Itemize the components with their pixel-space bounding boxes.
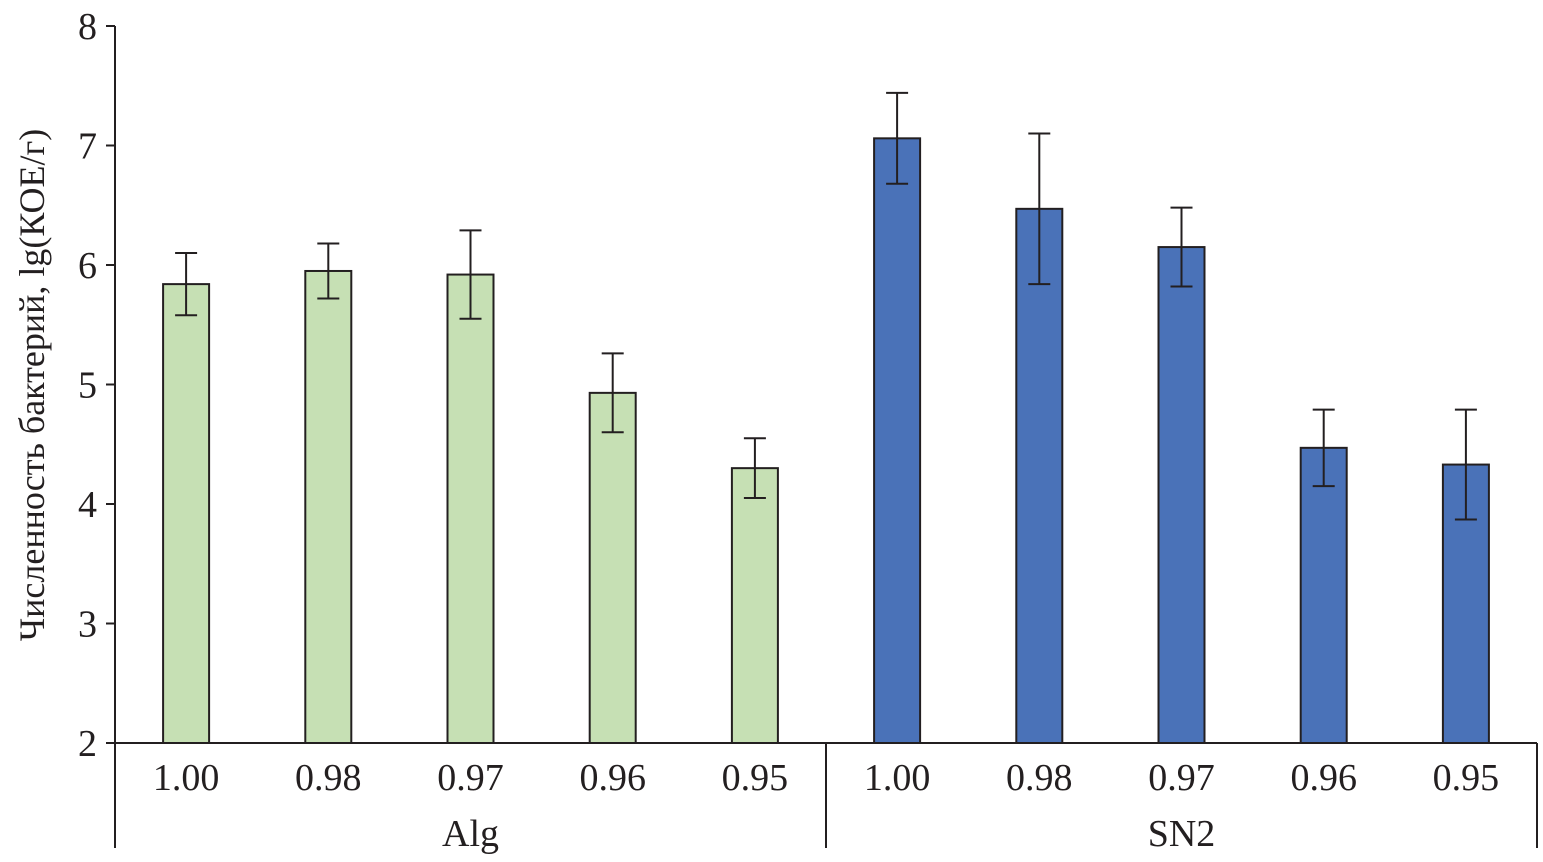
y-tick-label: 2 <box>78 723 97 765</box>
group-label-sn2: SN2 <box>1148 813 1216 855</box>
y-tick-label: 4 <box>78 484 97 526</box>
bar-sn2-1 <box>1015 207 1064 744</box>
y-tick-label: 8 <box>78 6 97 48</box>
x-tick-label: 1.00 <box>864 757 931 799</box>
x-axis: 1.00 0.98 0.97 0.96 0.95 Alg 1.00 0.98 0.97 0.96 0… <box>114 742 1538 855</box>
group-label-alg: Alg <box>442 813 499 855</box>
y-tick-label: 5 <box>78 365 97 407</box>
bar-alg-2 <box>446 273 495 744</box>
bar-sn2-0 <box>873 137 922 744</box>
bar-alg-0 <box>162 283 211 744</box>
y-axis: 2 3 4 5 6 7 8 <box>78 6 116 765</box>
y-axis-title: Численность бактерий, lg(КОЕ/г) <box>12 129 52 642</box>
x-tick-label: 0.96 <box>579 757 646 799</box>
y-tick-label: 6 <box>78 245 97 287</box>
bars <box>162 91 1490 744</box>
x-tick-label: 0.95 <box>722 757 789 799</box>
x-tick-label: 0.95 <box>1433 757 1500 799</box>
x-tick-label: 0.97 <box>1148 757 1215 799</box>
x-tick-label: 0.97 <box>437 757 504 799</box>
x-tick-label: 1.00 <box>153 757 220 799</box>
bar-sn2-3 <box>1299 446 1348 744</box>
y-tick-label: 7 <box>78 126 97 168</box>
x-tick-label: 0.98 <box>295 757 362 799</box>
bar-sn2-2 <box>1157 246 1206 744</box>
bar-alg-3 <box>588 391 637 744</box>
x-tick-label: 0.98 <box>1006 757 1073 799</box>
bar-alg-1 <box>304 269 353 744</box>
x-tick-label: 0.96 <box>1290 757 1357 799</box>
bar-alg-4 <box>730 467 779 744</box>
y-tick-label: 3 <box>78 604 97 646</box>
